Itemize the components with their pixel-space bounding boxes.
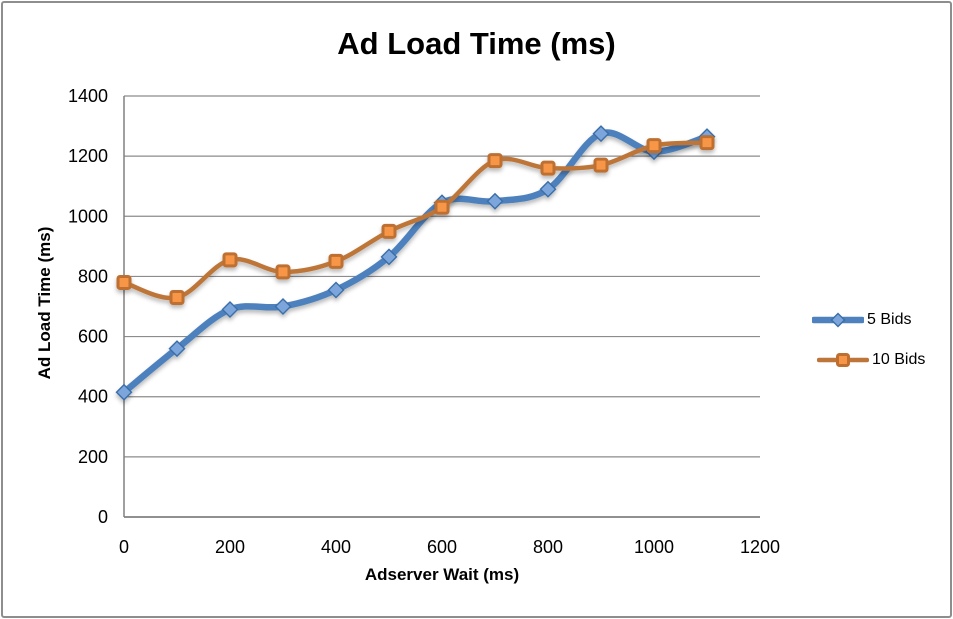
- marker-10-bids: [699, 135, 715, 151]
- y-tick-label: 0: [98, 507, 108, 527]
- marker-10-bids: [593, 157, 609, 173]
- chart-title: Ad Load Time (ms): [337, 26, 616, 61]
- x-tick-label: 400: [321, 537, 351, 557]
- marker-5-bids: [486, 192, 504, 210]
- legend-sample-marker: [830, 312, 846, 328]
- x-tick-label: 200: [215, 537, 245, 557]
- marker-10-bids: [222, 252, 238, 268]
- marker-5-bids: [327, 281, 345, 299]
- legend-label-10-bids: 10 Bids: [872, 351, 926, 368]
- legend-label-5-bids: 5 Bids: [867, 311, 912, 328]
- marker-10-bids: [646, 138, 662, 154]
- marker-10-bids: [328, 253, 344, 269]
- y-axis-title: Ad Load Time (ms): [35, 226, 54, 380]
- x-axis-title: Adserver Wait (ms): [364, 565, 520, 584]
- y-tick-label: 200: [78, 447, 108, 467]
- legend-line-diamond-icon: [812, 312, 864, 328]
- x-tick-label: 0: [119, 537, 129, 557]
- marker-10-bids: [487, 153, 503, 169]
- legend: 5 Bids 10 Bids: [812, 310, 942, 390]
- legend-item-10-bids: 10 Bids: [817, 350, 942, 370]
- y-tick-label: 1000: [68, 206, 108, 226]
- marker-10-bids: [434, 199, 450, 215]
- marker-5-bids: [115, 383, 133, 401]
- x-tick-label: 1000: [634, 537, 674, 557]
- legend-sample-marker: [836, 353, 850, 367]
- series-line-10-bids: [121, 140, 710, 301]
- marker-5-bids: [539, 180, 557, 198]
- marker-5-bids: [168, 340, 186, 358]
- x-tick-label: 600: [427, 537, 457, 557]
- series-10-bids: [116, 135, 715, 305]
- y-tick-label: 400: [78, 387, 108, 407]
- y-tick-label: 1200: [68, 146, 108, 166]
- y-tick-label: 800: [78, 266, 108, 286]
- legend-item-5-bids: 5 Bids: [812, 310, 942, 330]
- marker-10-bids: [540, 160, 556, 176]
- y-tick-label: 1400: [68, 86, 108, 106]
- marker-10-bids: [275, 264, 291, 280]
- x-tick-label: 800: [533, 537, 563, 557]
- legend-line-square-icon: [817, 353, 869, 367]
- marker-5-bids: [592, 125, 610, 143]
- marker-10-bids: [169, 289, 185, 305]
- x-tick-label: 1200: [740, 537, 780, 557]
- marker-10-bids: [116, 274, 132, 290]
- series-line-5-bids: [120, 129, 711, 396]
- y-tick-label: 600: [78, 327, 108, 347]
- marker-5-bids: [221, 301, 239, 318]
- marker-5-bids: [274, 298, 292, 315]
- marker-10-bids: [381, 223, 397, 239]
- marker-5-bids: [380, 248, 398, 266]
- series-5-bids: [115, 125, 716, 401]
